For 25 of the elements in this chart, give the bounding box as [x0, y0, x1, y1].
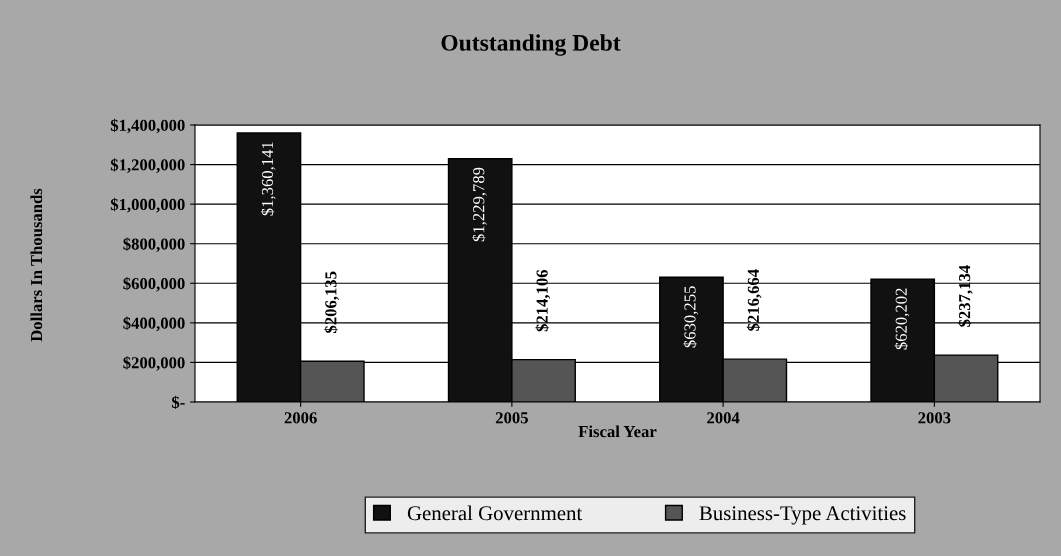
data-label: $630,255: [683, 286, 699, 348]
y-tick-label: $1,000,000: [110, 197, 185, 213]
data-label: $1,229,789: [472, 167, 487, 242]
y-tick-label: $600,000: [123, 277, 185, 292]
chart-title: Outstanding Debt: [441, 34, 621, 56]
y-tick-label: $-: [171, 395, 185, 410]
x-tick-label: 2004: [707, 412, 740, 424]
y-tick-label: $1,200,000: [110, 158, 185, 173]
y-tick-label: $1,400,000: [110, 118, 185, 134]
x-tick-label: 2003: [918, 412, 951, 424]
legend-label: Business-Type Activities: [699, 506, 906, 525]
y-tick-label: $800,000: [123, 237, 185, 253]
data-label: $237,134: [958, 265, 973, 327]
legend-label: General Government: [407, 505, 583, 521]
data-label: $1,360,141: [260, 142, 276, 216]
x-axis-title: Fiscal Year: [578, 425, 657, 438]
data-label: $214,106: [535, 269, 551, 332]
data-label: $206,135: [324, 271, 339, 333]
x-tick-label: 2005: [495, 412, 528, 424]
y-tick-label: $400,000: [123, 316, 185, 332]
data-label: $216,664: [746, 269, 762, 331]
x-tick-label: 2006: [284, 412, 317, 424]
data-label: $620,202: [894, 288, 910, 350]
y-axis-title: Dollars In Thousands: [30, 188, 43, 342]
y-tick-label: $200,000: [123, 356, 185, 371]
